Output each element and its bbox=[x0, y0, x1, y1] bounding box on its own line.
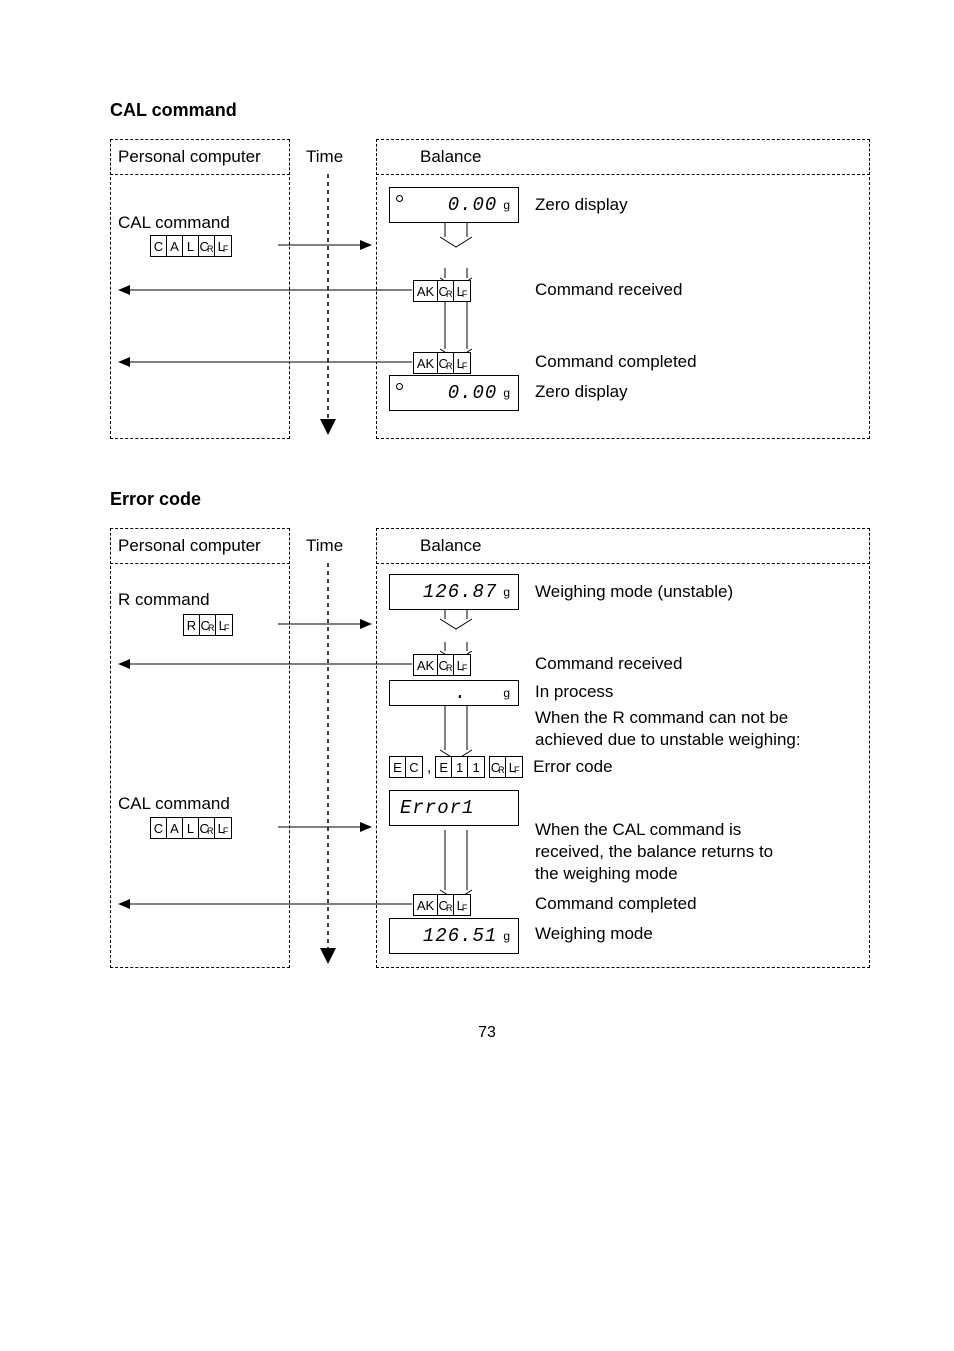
r-cmd-label: R command bbox=[118, 590, 210, 610]
display-error1: Error1 bbox=[389, 790, 519, 826]
ack-chars-1: AK CR LF bbox=[413, 280, 471, 302]
ack-chars-3: AK CR LF bbox=[413, 654, 471, 676]
page-number: 73 bbox=[110, 1024, 864, 1042]
note-error-code: Error code bbox=[533, 757, 612, 777]
display-zero-1: 0.00 g bbox=[389, 187, 519, 223]
display-12651: 126.51 g bbox=[389, 918, 519, 954]
ack-chars-2: AK CR LF bbox=[413, 352, 471, 374]
note-when-r-a: When the R command can not be bbox=[535, 708, 788, 728]
error-chars-1: E C bbox=[389, 756, 423, 778]
display-inprocess: . g bbox=[389, 680, 519, 706]
note-completed-1: Command completed bbox=[535, 352, 697, 372]
note-when-cal-c: the weighing mode bbox=[535, 864, 678, 884]
cal-cmd-label: CAL command bbox=[118, 213, 230, 233]
note-weighing: Weighing mode bbox=[535, 924, 653, 944]
note-when-cal-b: received, the balance returns to bbox=[535, 842, 773, 862]
note-zero-1: Zero display bbox=[535, 195, 628, 215]
cal-cmd-chars: C A L CR LF bbox=[150, 235, 232, 257]
note-inprocess: In process bbox=[535, 682, 613, 702]
section-title-error: Error code bbox=[110, 489, 864, 510]
cal-cmd-label-2: CAL command bbox=[118, 794, 230, 814]
display-zero-2: 0.00 g bbox=[389, 375, 519, 411]
ack-chars-4: AK CR LF bbox=[413, 894, 471, 916]
error-chars-2: E 1 1 bbox=[435, 756, 485, 778]
note-when-cal-a: When the CAL command is bbox=[535, 820, 741, 840]
error-crlf: CR LF bbox=[489, 756, 523, 778]
error-sep: , bbox=[427, 759, 431, 776]
note-zero-2: Zero display bbox=[535, 382, 628, 402]
cal-cmd-chars-2: C A L CR LF bbox=[150, 817, 232, 839]
note-received-2: Command received bbox=[535, 654, 682, 674]
section-title-cal: CAL command bbox=[110, 100, 864, 121]
note-unstable: Weighing mode (unstable) bbox=[535, 582, 733, 602]
note-when-r-b: achieved due to unstable weighing: bbox=[535, 730, 801, 750]
diagram-error: Personal computer Time Balance R comma bbox=[110, 524, 870, 984]
diagram-cal: Personal computer Time Balance CAL comma… bbox=[110, 135, 870, 455]
note-received-1: Command received bbox=[535, 280, 682, 300]
note-completed-2: Command completed bbox=[535, 894, 697, 914]
r-cmd-chars: R CR LF bbox=[183, 614, 233, 636]
display-12687: 126.87 g bbox=[389, 574, 519, 610]
